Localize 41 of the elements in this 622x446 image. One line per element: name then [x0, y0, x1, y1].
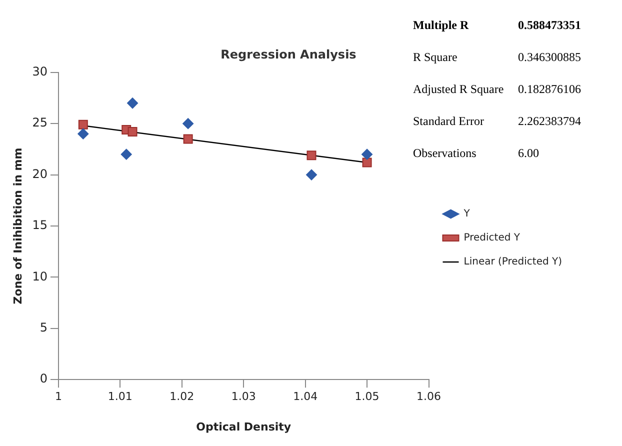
point [182, 118, 194, 130]
x-tick-label: 1 [54, 390, 62, 404]
y-tick-label: 20 [32, 166, 48, 181]
y-tick-label: 15 [32, 218, 48, 232]
annotation: Observations [413, 146, 478, 162]
text: 0.346300885 [518, 50, 581, 66]
x-tick-label: 1.04 [293, 390, 318, 404]
text: 0.588473351 [518, 18, 581, 34]
text: Multiple R [413, 18, 470, 34]
text: 6.00 [518, 146, 539, 162]
point [78, 128, 89, 140]
x-tick-label: 1.06 [416, 390, 441, 404]
y-tick-label: 30 [32, 64, 48, 79]
y-tick-label: 5 [40, 320, 48, 335]
legend-label: Predicted Y [464, 232, 521, 244]
point [183, 134, 193, 144]
x-tick-label: 1.02 [170, 390, 194, 404]
point [362, 158, 372, 168]
point [306, 169, 317, 180]
x-tick-label: 1.05 [354, 390, 380, 404]
point [128, 127, 138, 137]
point [362, 148, 373, 160]
y-tick-label: 25 [32, 116, 48, 130]
annotation: Standard Error [413, 114, 485, 130]
legend-label: Linear (Predicted Y) [464, 256, 562, 268]
y-tick-label: 0 [40, 372, 48, 386]
point [306, 150, 316, 160]
point [127, 98, 138, 109]
legend-label: Y [462, 208, 471, 220]
chart-title: Regression Analysis [220, 47, 356, 62]
text: 2.262383794 [518, 114, 581, 130]
point [120, 148, 132, 160]
annotation: Adjusted R Square [413, 82, 505, 98]
point [78, 120, 88, 130]
y-axis-title: Zone of Inihibition in mm [11, 148, 24, 304]
x-axis-title: Optical Density [196, 420, 292, 434]
x-tick-label: 1.01 [108, 390, 132, 404]
x-tick-label: 1.03 [231, 390, 256, 404]
text: R Square [413, 50, 458, 66]
y-tick-label: 10 [32, 269, 48, 284]
text: 0.182876106 [518, 82, 581, 98]
